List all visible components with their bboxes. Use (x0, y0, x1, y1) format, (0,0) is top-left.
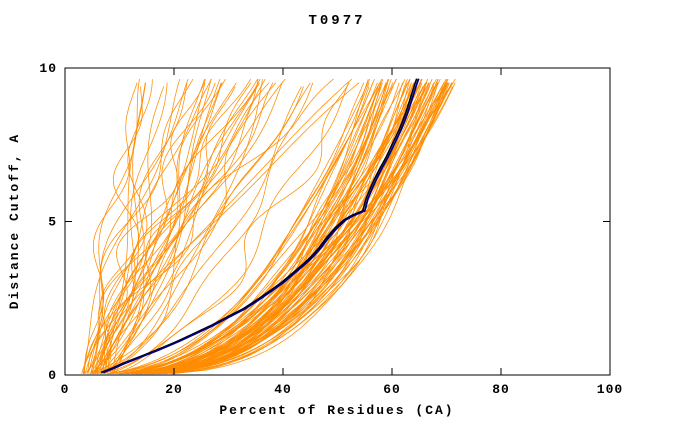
model-curve (130, 82, 387, 375)
model-curve (113, 82, 252, 374)
model-curve (90, 78, 189, 374)
x-tick-label: 60 (383, 382, 401, 397)
model-curve (131, 82, 382, 375)
axes-layer: 0 20 40 60 80 100 0 5 10 (39, 61, 623, 397)
model-curve (131, 78, 449, 375)
model-curve (138, 82, 453, 375)
model-curve (163, 78, 428, 375)
x-tick-label: 100 (597, 382, 623, 397)
model-curve (103, 79, 259, 375)
model-curve (81, 82, 270, 374)
model-curve (147, 78, 441, 375)
y-tick-label: 0 (48, 368, 57, 383)
model-curve (123, 78, 384, 375)
tick-marks (64, 67, 611, 376)
y-tick-label: 10 (39, 61, 57, 76)
model-curve (92, 82, 311, 375)
model-curve (147, 82, 403, 375)
x-tick-label: 80 (492, 382, 510, 397)
model-curve (137, 82, 421, 375)
model-curve (135, 82, 447, 375)
model-curve (112, 82, 222, 374)
model-curve (92, 78, 212, 374)
x-tick-label: 0 (61, 382, 70, 397)
model-curve (146, 86, 381, 375)
model-curve (95, 86, 165, 374)
model-curve (89, 82, 283, 375)
model-curve (136, 86, 370, 375)
model-curve (83, 78, 261, 374)
model-curve (87, 82, 188, 374)
model-curve (156, 82, 445, 375)
model-curve (100, 82, 260, 375)
model-curve (97, 78, 259, 374)
model-curve (84, 79, 140, 374)
model-curve (100, 82, 349, 375)
curves-layer (81, 78, 456, 375)
model-curve (100, 78, 252, 374)
model-curve (140, 82, 388, 375)
y-tick-label: 5 (48, 215, 57, 230)
model-curve (98, 82, 168, 375)
ensemble-curves (81, 78, 456, 375)
model-curve (140, 82, 383, 375)
model-curve (139, 82, 378, 375)
model-curve (92, 86, 302, 375)
y-axis-label: Distance Cutoff, A (7, 133, 22, 309)
highlight-curve (102, 78, 420, 374)
model-curve (152, 78, 428, 375)
model-curve (127, 78, 447, 375)
model-curve (108, 82, 274, 375)
model-curve (135, 78, 369, 375)
model-curve (100, 86, 143, 374)
model-curve (90, 82, 223, 375)
model-curve (119, 82, 370, 375)
model-curve (102, 78, 226, 374)
model-curve (121, 82, 365, 375)
model-curve (158, 82, 450, 375)
model-curve (132, 82, 415, 375)
model-curve (151, 78, 390, 375)
x-axis-label: Percent of Residues (CA) (219, 403, 454, 418)
model-curve (82, 78, 181, 374)
model-curve (150, 82, 430, 375)
model-curve (83, 78, 194, 374)
highlight-curves (100, 78, 420, 374)
x-tick-label: 20 (165, 382, 183, 397)
model-curve (153, 82, 415, 375)
x-tick-label: 40 (274, 382, 292, 397)
model-curve (100, 79, 212, 375)
model-curve (147, 86, 454, 375)
model-curve (84, 82, 138, 374)
model-curve (118, 78, 406, 375)
chart-title: T0977 (308, 13, 365, 29)
